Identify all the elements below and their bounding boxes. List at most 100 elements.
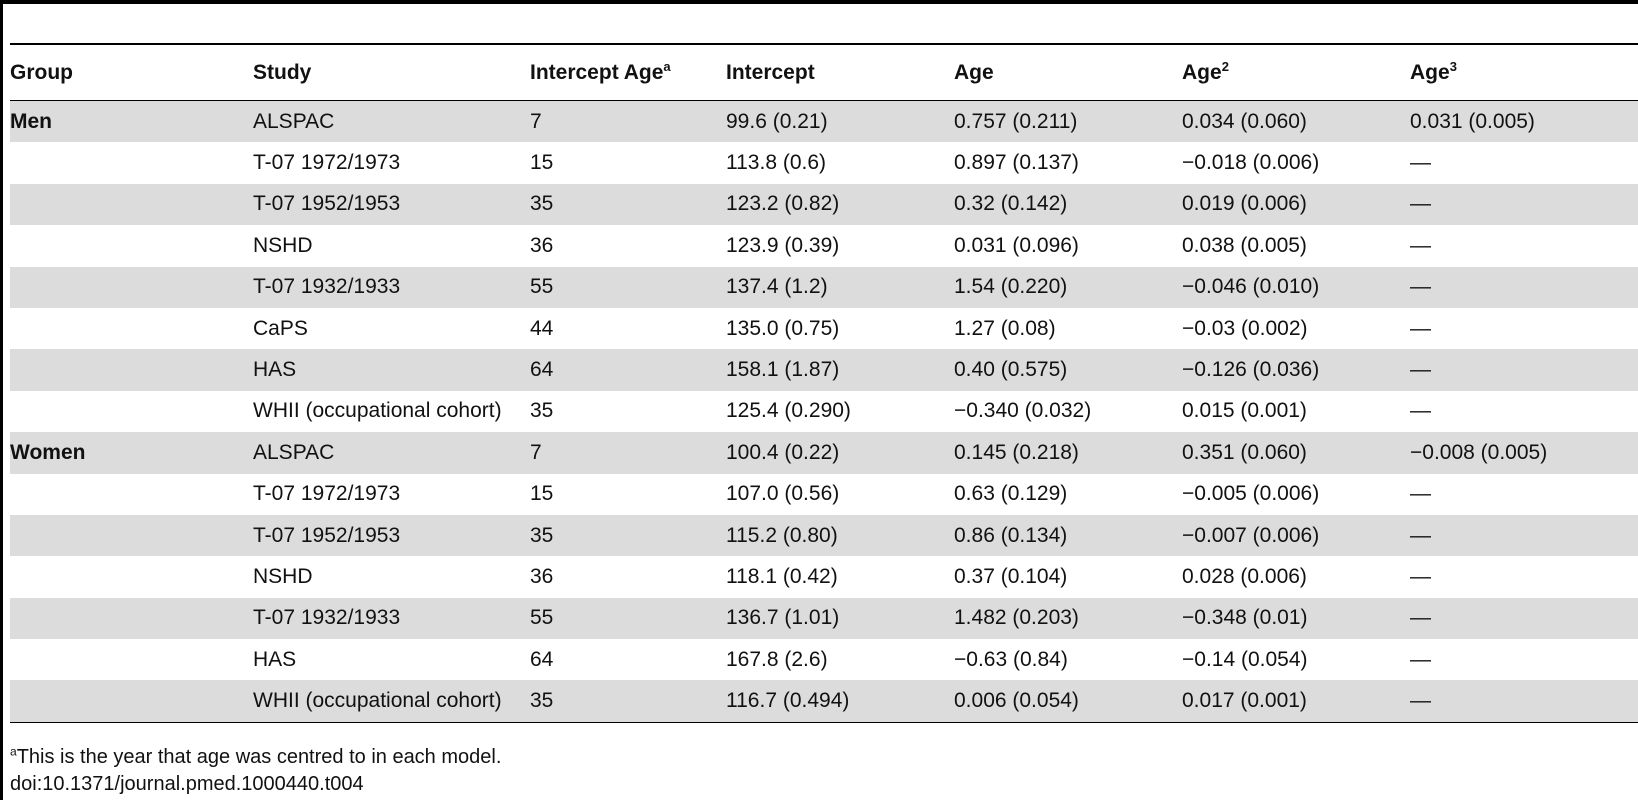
table-cell: HAS xyxy=(253,647,297,671)
footnote-marker: a xyxy=(10,744,17,759)
table-cell: T-07 1932/1933 xyxy=(253,266,530,308)
table-cell: — xyxy=(1410,266,1638,308)
table-cell: 113.8 (0.6) xyxy=(726,151,827,175)
group-cell xyxy=(10,680,253,723)
table-row: T-07 1972/1973 15 113.8 (0.6) 0.897 (0.137)… xyxy=(10,142,1638,183)
column-header-superscript: 2 xyxy=(1221,58,1229,74)
column-header-label: Age xyxy=(954,60,994,84)
table-cell: 125.4 (0.290) xyxy=(726,399,851,423)
group-cell xyxy=(10,142,253,183)
table-cell: — xyxy=(1410,399,1431,423)
results-table: Group Study Intercept Agea Intercept Age Age2… xyxy=(10,45,1638,723)
column-header-label: Intercept xyxy=(726,60,815,84)
table-footnote: aThis is the year that age was centred t… xyxy=(10,744,501,769)
table-cell: 0.37 (0.104) xyxy=(954,564,1068,588)
column-header-label: Age xyxy=(1182,60,1222,84)
table-cell: NSHD xyxy=(253,233,313,257)
table-cell: 0.897 (0.137) xyxy=(954,151,1079,175)
table-cell: 115.2 (0.80) xyxy=(726,514,954,557)
group-cell xyxy=(10,266,253,308)
table-cell: 55 xyxy=(530,597,726,640)
table-cell: 36 xyxy=(530,564,554,588)
table-cell: −0.126 (0.036) xyxy=(1182,349,1410,391)
table-cell: WHII (occupational cohort) xyxy=(253,399,502,423)
table-cell: 64 xyxy=(530,647,554,671)
column-header-superscript: a xyxy=(663,58,671,74)
table-row: T-07 1952/1953 35 115.2 (0.80) 0.86 (0.134)… xyxy=(10,514,1638,557)
column-header-label: Intercept Age xyxy=(530,60,664,84)
table-cell: — xyxy=(1410,680,1638,723)
table-cell: −0.005 (0.006) xyxy=(1182,482,1320,506)
table-row: CaPS 44 135.0 (0.75) 1.27 (0.08) −0.03 (0.00… xyxy=(10,308,1638,349)
table-cell: — xyxy=(1410,316,1431,340)
table-cell: 123.2 (0.82) xyxy=(726,183,954,226)
column-header: Age2 xyxy=(1182,45,1410,101)
table-cell: −0.63 (0.84) xyxy=(954,647,1068,671)
left-rule xyxy=(0,0,3,800)
table-cell: −0.046 (0.010) xyxy=(1182,266,1410,308)
table-cell: 0.32 (0.142) xyxy=(954,183,1182,226)
group-cell xyxy=(10,474,253,515)
table-cell: 116.7 (0.494) xyxy=(726,680,954,723)
table-cell: WHII (occupational cohort) xyxy=(253,680,530,723)
table-cell: 35 xyxy=(530,680,726,723)
column-header: Study xyxy=(253,45,530,101)
table-cell: 0.031 (0.005) xyxy=(1410,100,1638,143)
table-cell: T-07 1972/1973 xyxy=(253,151,401,175)
table-cell: 0.028 (0.006) xyxy=(1182,564,1307,588)
table-cell: 158.1 (1.87) xyxy=(726,349,954,391)
table-row: NSHD 36 118.1 (0.42) 0.37 (0.104) 0.028 (0.0… xyxy=(10,556,1638,597)
table-cell: 100.4 (0.22) xyxy=(726,432,954,474)
column-header: Age xyxy=(954,45,1182,101)
table-cell: 0.034 (0.060) xyxy=(1182,100,1410,143)
column-header: Group xyxy=(10,45,253,101)
table-cell: 15 xyxy=(530,482,554,506)
column-header: Intercept Agea xyxy=(530,45,726,101)
table-cell: — xyxy=(1410,183,1638,226)
table-cell: 118.1 (0.42) xyxy=(726,564,838,588)
group-cell xyxy=(10,225,253,266)
column-header-label: Age xyxy=(1410,60,1450,84)
table-cell: — xyxy=(1410,482,1431,506)
table-cell: 0.757 (0.211) xyxy=(954,100,1182,143)
table-cell: −0.018 (0.006) xyxy=(1182,151,1320,175)
group-cell xyxy=(10,597,253,640)
table-row: T-07 1952/1953 35 123.2 (0.82) 0.32 (0.142)… xyxy=(10,183,1638,226)
table-cell: 0.017 (0.001) xyxy=(1182,680,1410,723)
column-header-label: Group xyxy=(10,60,73,84)
table-cell: 44 xyxy=(530,316,554,340)
table-cell: 136.7 (1.01) xyxy=(726,597,954,640)
results-table-container: Group Study Intercept Agea Intercept Age Age2… xyxy=(10,45,1638,723)
table-cell: 107.0 (0.56) xyxy=(726,482,840,506)
group-cell xyxy=(10,639,253,680)
table-cell: — xyxy=(1410,564,1431,588)
table-cell: 0.145 (0.218) xyxy=(954,432,1182,474)
group-cell xyxy=(10,308,253,349)
group-cell xyxy=(10,514,253,557)
table-cell: 0.031 (0.096) xyxy=(954,233,1079,257)
table-cell: −0.008 (0.005) xyxy=(1410,432,1638,474)
table-cell: — xyxy=(1410,597,1638,640)
table-cell: 0.006 (0.054) xyxy=(954,680,1182,723)
group-cell xyxy=(10,556,253,597)
doi-line: doi:10.1371/journal.pmed.1000440.t004 xyxy=(10,773,364,795)
table-cell: ALSPAC xyxy=(253,432,530,474)
table-cell: — xyxy=(1410,647,1431,671)
table-cell: T-07 1952/1953 xyxy=(253,183,530,226)
table-row: T-07 1932/1933 55 136.7 (1.01) 1.482 (0.203… xyxy=(10,597,1638,640)
table-row: WHII (occupational cohort) 35 125.4 (0.290… xyxy=(10,391,1638,432)
table-cell: 35 xyxy=(530,399,554,423)
table-cell: 55 xyxy=(530,266,726,308)
table-cell: 64 xyxy=(530,349,726,391)
table-cell: HAS xyxy=(253,349,530,391)
table-row: T-07 1932/1933 55 137.4 (1.2) 1.54 (0.220) −… xyxy=(10,266,1638,308)
table-cell: 99.6 (0.21) xyxy=(726,100,954,143)
table-cell: −0.340 (0.032) xyxy=(954,399,1092,423)
table-cell: 36 xyxy=(530,233,554,257)
table-cell: 35 xyxy=(530,183,726,226)
table-cell: — xyxy=(1410,349,1638,391)
table-cell: 167.8 (2.6) xyxy=(726,647,828,671)
column-header-label: Study xyxy=(253,60,312,84)
table-cell: −0.14 (0.054) xyxy=(1182,647,1308,671)
table-row: T-07 1972/1973 15 107.0 (0.56) 0.63 (0.129)… xyxy=(10,474,1638,515)
